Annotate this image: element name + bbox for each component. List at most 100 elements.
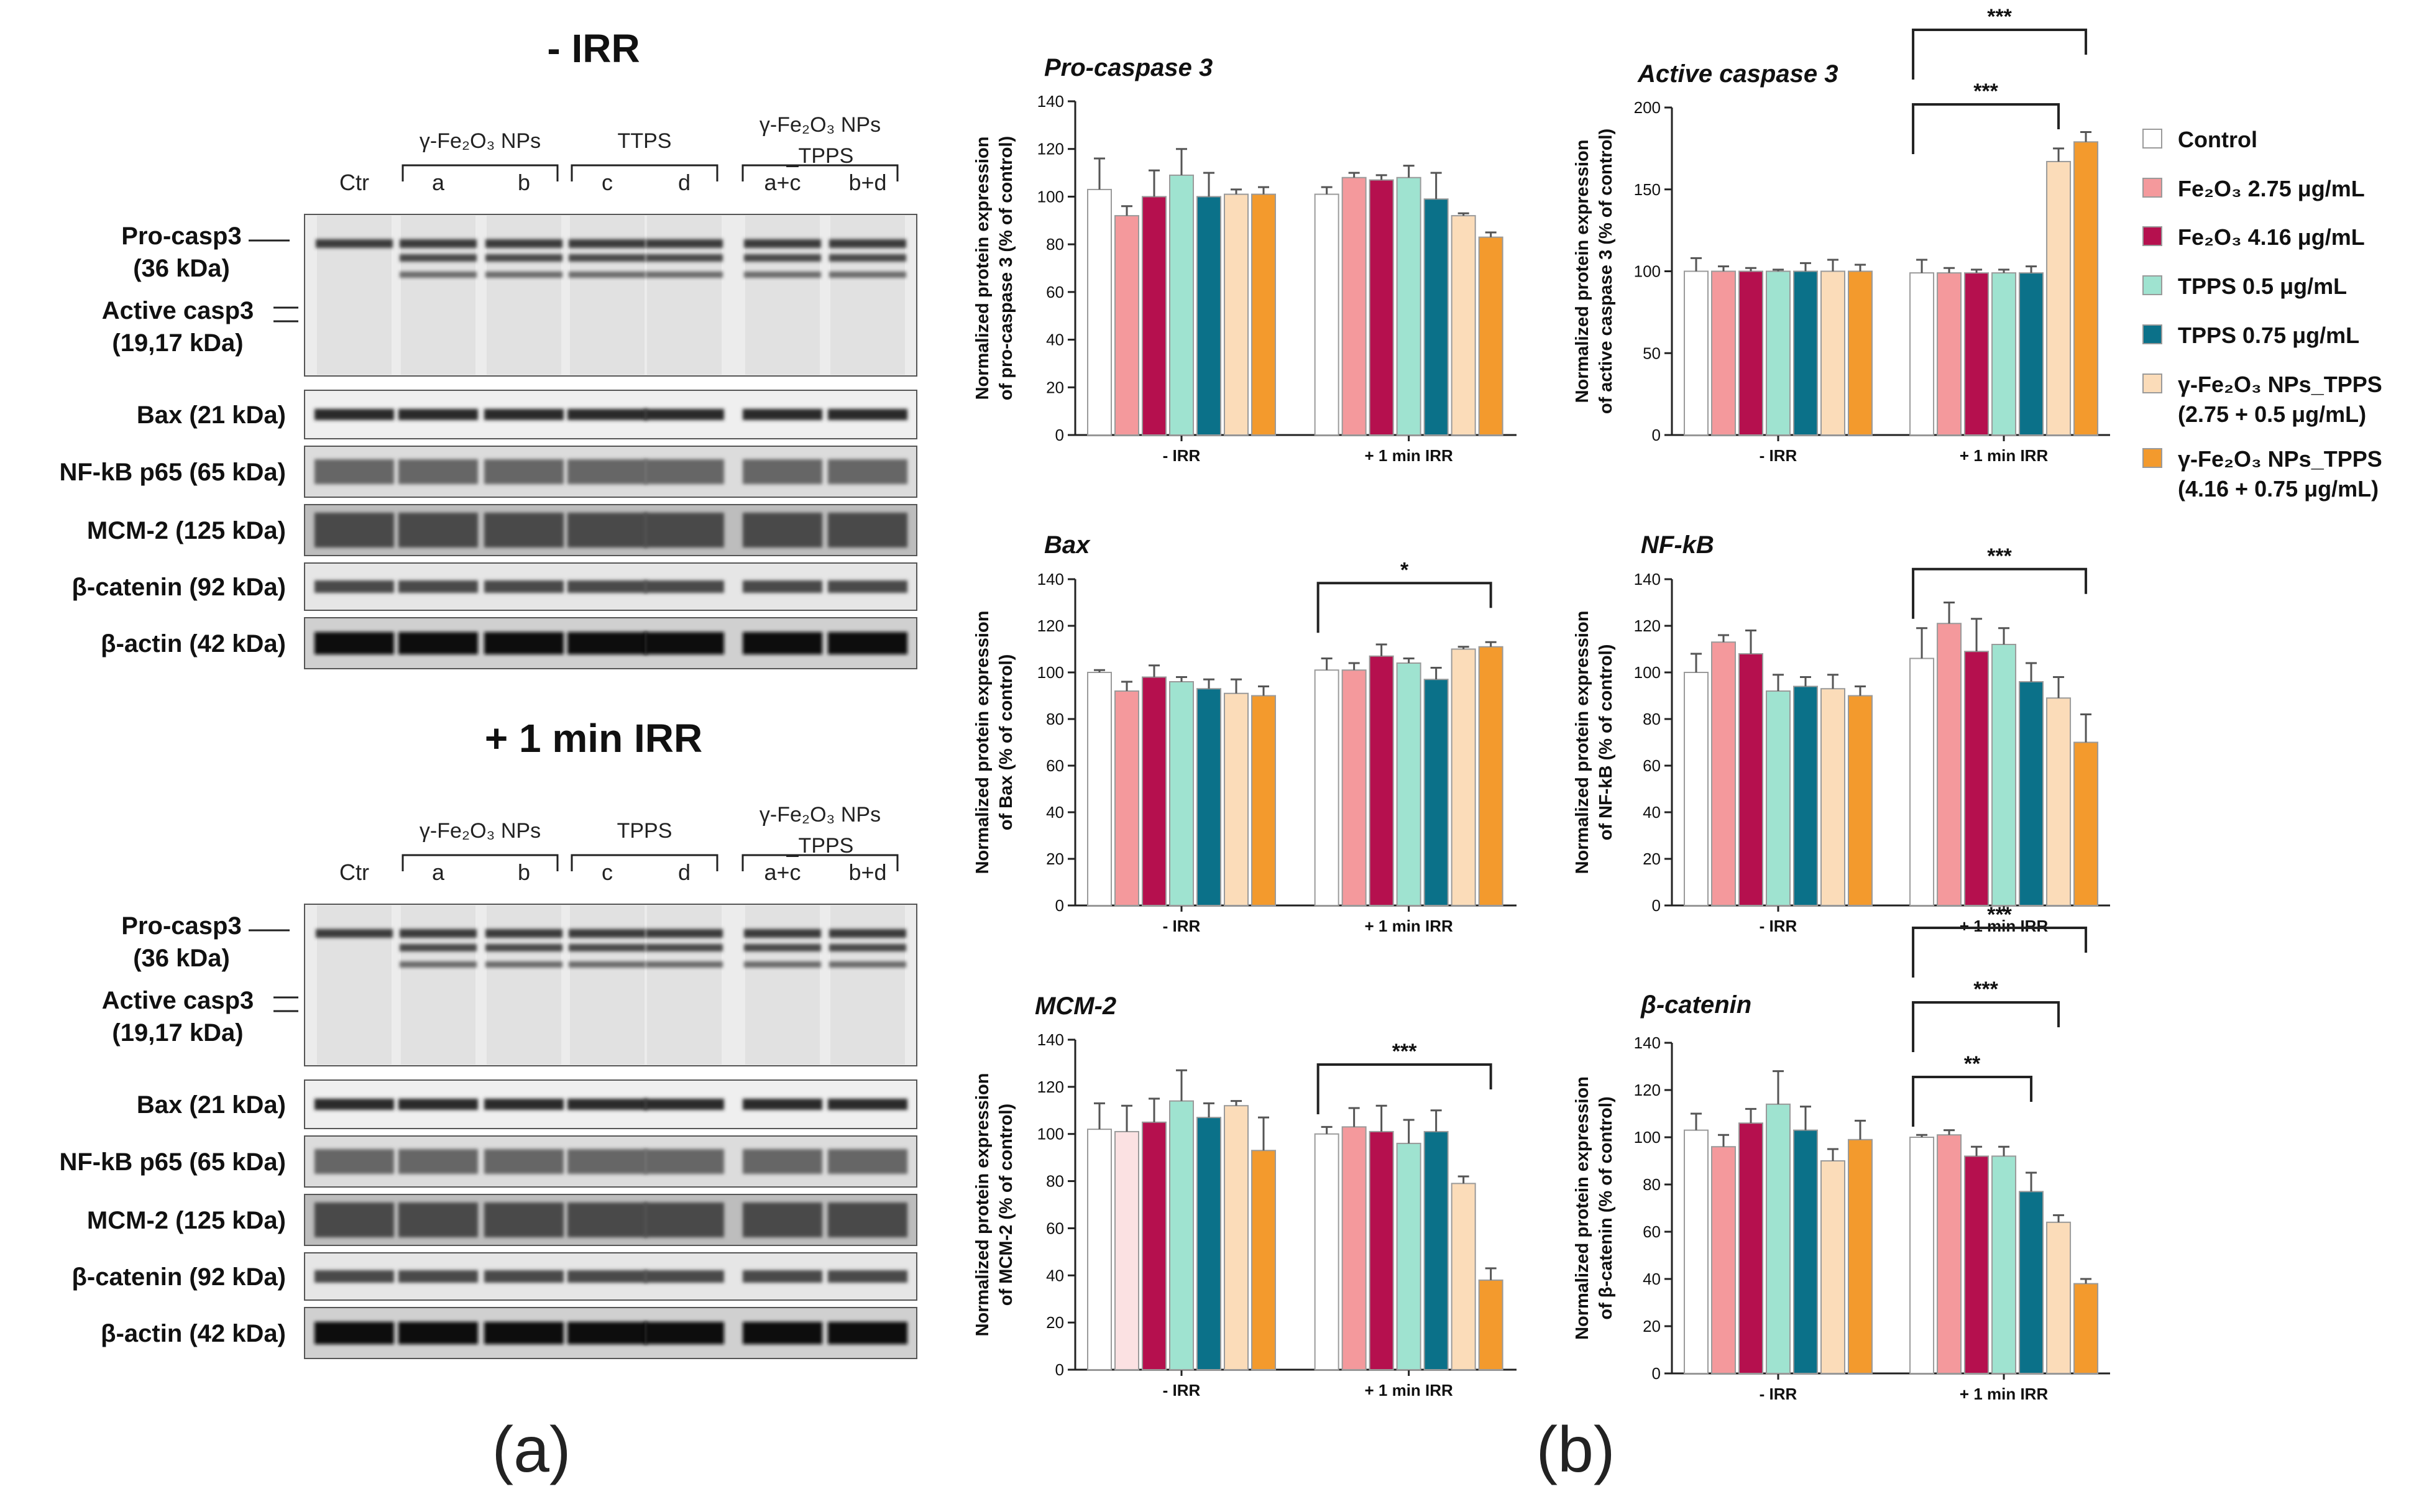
protein-band [567,513,647,548]
bar [1909,272,1935,436]
bar [1738,270,1763,436]
y-tick-label: 150 [1634,180,1661,199]
treatment-group-label: TPPS [617,819,672,843]
significance-bracket [1912,103,2060,154]
y-tick-label: 40 [1046,331,1064,349]
y-tick-label: 120 [1634,616,1661,635]
lane-header: a+c [764,170,801,195]
protein-band [567,409,647,420]
y-tick-label: 100 [1634,663,1661,682]
protein-band [743,632,822,654]
bar [1087,1129,1112,1370]
bar [1087,672,1112,906]
protein-band [398,580,478,593]
blot-row-label: Bax (21 kDa) [137,401,286,429]
treatment-group-label: γ-Fe₂O₃ NPs _TPPS [760,113,881,168]
bar [1711,641,1736,906]
procasp-band [485,929,562,938]
chart-title: Pro-caspase 3 [1044,54,1213,81]
blot-strip-mcm2: MCM-2 (125 kDa) [87,504,917,556]
y-axis-label: Normalized protein expression of Bax (% o… [973,611,1016,874]
protein-band [398,1203,478,1237]
protein-band [743,513,822,548]
significance-bracket [1912,1001,2060,1052]
significance-stars: *** [1987,5,2012,29]
chart-title: NF-kB [1641,531,1714,559]
legend-swatch [2142,129,2162,149]
panel-label-b: (b) [1536,1414,1615,1486]
procasp-band [400,961,477,968]
protein-band [645,513,724,548]
x-tick-label: + 1 min IRR [1960,917,2049,935]
bar [1396,662,1421,906]
bar [2046,697,2072,906]
bar [1478,646,1503,906]
bar [1451,1183,1476,1370]
y-axis-label: Normalized protein expression of β-cateni… [1572,1076,1616,1340]
chart--catenin: β-catenin 0 20 40 60 80 100 120 140 Normalized pr… [1572,903,2110,1403]
bar [1937,623,1962,906]
procasp-band [569,272,646,278]
bar [1114,215,1139,436]
treatment-group-bracket [571,854,718,871]
blot-row-label: MCM-2 (125 kDa) [87,1207,286,1234]
legend-swatch [2142,178,2162,198]
protein-band [567,1322,647,1344]
protein-band [743,580,822,593]
bar [1423,1130,1449,1370]
protein-band [645,1099,724,1110]
bar [1909,1137,1935,1374]
protein-band [484,1203,564,1237]
protein-band [645,1149,724,1174]
protein-band [743,1270,822,1283]
bar-charts-panel-b: Pro-caspase 3 0 20 40 60 80 100 120 140 Normalize… [973,5,2110,1403]
y-tick-label: 100 [1634,262,1661,281]
protein-band [828,1203,907,1237]
procasp-band [400,944,477,951]
y-tick-label: 20 [1643,1317,1661,1336]
blot-row-label: MCM-2 (125 kDa) [87,517,286,544]
y-tick-label: 80 [1046,235,1064,254]
y-tick-label: 80 [1643,710,1661,728]
legend-swatch [2142,226,2162,246]
bar [1711,1146,1736,1374]
bar [1684,672,1709,906]
procasp-band [829,944,906,951]
lane-header: Ctr [339,170,369,195]
blot-row-label: β-actin (42 kDa) [101,1320,286,1347]
blot-strip-bactin: β-actin (42 kDa) [101,617,917,669]
chart-title: MCM-2 [1035,992,1116,1020]
procasp-band [485,254,562,262]
bar [1423,198,1449,436]
significance-stars: *** [1392,1040,1417,1063]
legend: Control Fe₂O₃ 2.75 μg/mL Fe₂O₃ 4.16 μg/mL T… [2142,127,2382,502]
blot-set-no-irr: - IRR γ-Fe₂O₃ NPs TTPS γ-Fe₂O₃ NPs _TPPS Ctr a… [59,26,917,669]
lane-header: b+d [848,170,886,195]
protein-band [484,632,564,654]
procasp-band [400,239,477,248]
bar [1251,193,1276,436]
procasp-band [400,272,477,278]
protein-band [567,1149,647,1174]
bar [1451,215,1476,436]
significance-stars: ** [1964,1052,1981,1076]
procasp-band [400,929,477,938]
blot-row-label: Active casp3 (19,17 kDa) [102,987,254,1047]
protein-band [645,1322,724,1344]
protein-band [398,1322,478,1344]
bar [1369,1130,1394,1370]
legend-label: Fe₂O₃ 4.16 μg/mL [2178,224,2365,250]
treatment-group-label: γ-Fe₂O₃ NPs [420,129,541,153]
bar [1341,1126,1367,1370]
legend-swatch [2142,448,2162,468]
bar [1684,1129,1709,1374]
protein-band [484,1149,564,1174]
y-tick-label: 0 [1652,426,1661,444]
bar [2046,160,2072,436]
y-tick-label: 60 [1046,283,1064,301]
protein-band [398,409,478,420]
bar [1848,695,1873,906]
protein-band [314,459,394,484]
treatment-group-bracket [402,854,559,871]
blot-strip-bax: Bax (21 kDa) [137,390,917,439]
